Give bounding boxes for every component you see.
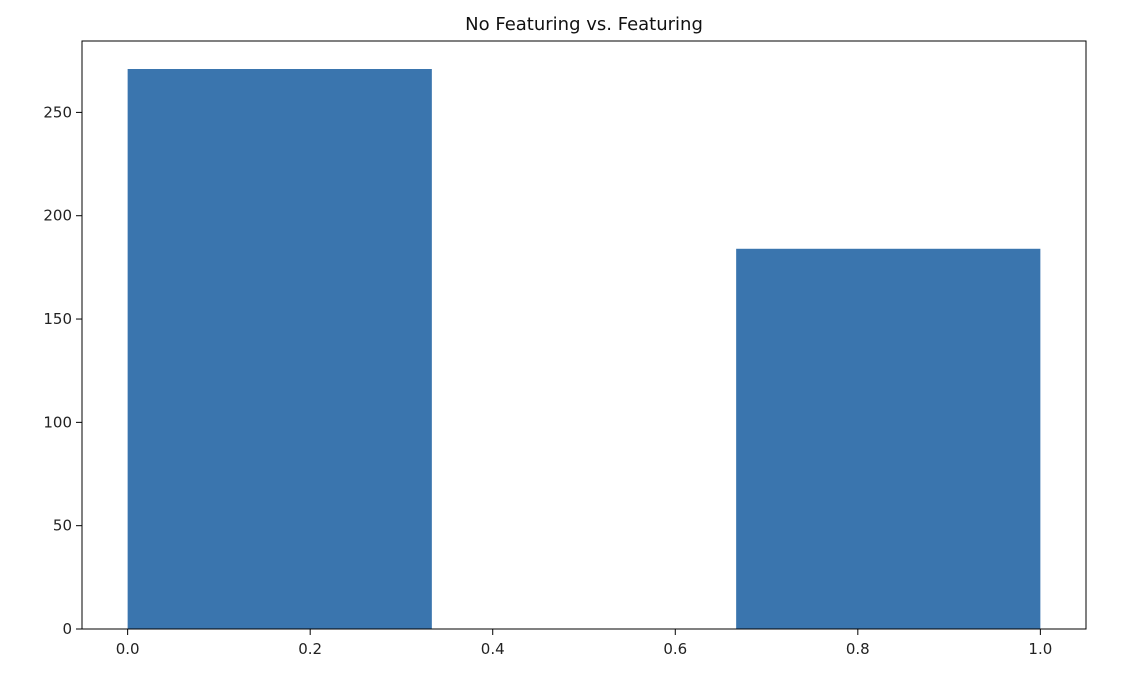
x-tick-label: 0.0 bbox=[116, 640, 140, 658]
y-tick-label: 200 bbox=[43, 207, 72, 225]
x-axis: 0.0 0.2 0.4 0.6 0.8 1.0 bbox=[116, 629, 1052, 658]
plot-area-frame bbox=[81, 40, 1087, 630]
x-tick-label: 0.6 bbox=[663, 640, 687, 658]
y-tick-label: 250 bbox=[43, 103, 72, 121]
x-tick-label: 1.0 bbox=[1028, 640, 1052, 658]
y-tick-label: 100 bbox=[43, 413, 72, 431]
y-tick-label: 150 bbox=[43, 310, 72, 328]
x-tick-label: 0.2 bbox=[298, 640, 322, 658]
chart-title: No Featuring vs. Featuring bbox=[465, 14, 703, 35]
x-tick-label: 0.4 bbox=[481, 640, 505, 658]
y-tick-label: 50 bbox=[53, 517, 72, 535]
y-axis: 0 50 100 150 200 250 bbox=[43, 103, 82, 638]
bar-2 bbox=[736, 248, 1041, 629]
x-tick-label: 0.8 bbox=[846, 640, 870, 658]
y-tick-label: 0 bbox=[62, 620, 72, 638]
bars-group bbox=[127, 69, 1041, 629]
bar-0 bbox=[127, 69, 432, 629]
